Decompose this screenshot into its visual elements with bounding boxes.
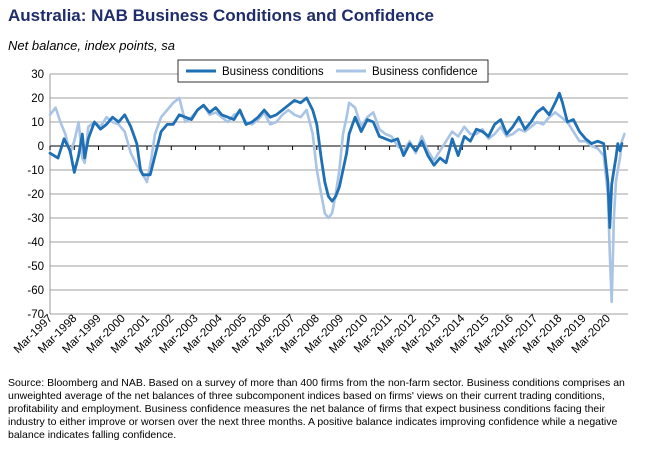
- series-business-confidence-line: [48, 96, 626, 304]
- y-tick-label: 30: [31, 69, 44, 81]
- legend-box: [177, 59, 489, 83]
- line-chart: -70-60-50-40-30-20-100102030Mar-1997Mar-…: [12, 59, 628, 356]
- y-tick-label: -70: [27, 309, 44, 321]
- y-tick-label: -50: [27, 261, 44, 273]
- source-note: Source: Bloomberg and NAB. Based on a su…: [8, 377, 625, 441]
- series-lines: [48, 91, 626, 304]
- legend: Business conditions Business confidence: [177, 59, 489, 83]
- chart-subtitle: Net balance, index points, sa: [8, 38, 175, 53]
- y-tick-label: -30: [27, 213, 44, 225]
- chart-title: Australia: NAB Business Conditions and C…: [8, 6, 434, 25]
- y-tick-label: -20: [27, 189, 44, 201]
- y-tick-label: 10: [31, 117, 44, 129]
- y-tick-label: 20: [31, 93, 44, 105]
- y-tick-label: -40: [27, 237, 44, 249]
- y-tick-label: -10: [27, 165, 44, 177]
- series-business-conditions-line: [48, 91, 624, 230]
- legend-label-business-confidence: Business confidence: [372, 66, 477, 78]
- legend-label-business-conditions: Business conditions: [222, 66, 324, 78]
- y-tick-label: -60: [27, 285, 44, 297]
- y-tick-label: 0: [38, 141, 44, 153]
